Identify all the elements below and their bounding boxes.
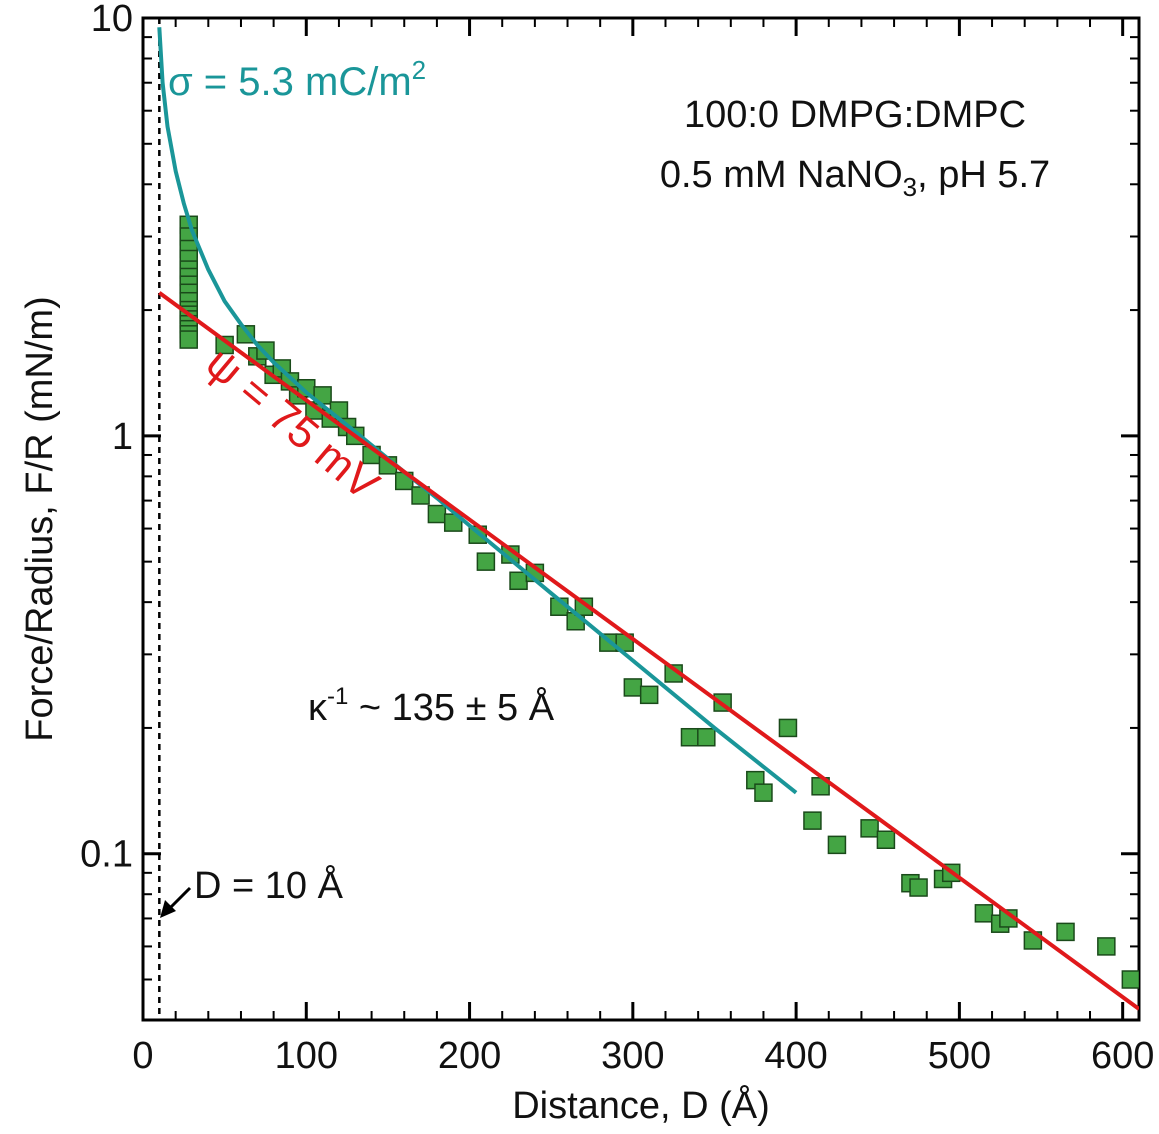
data-point bbox=[754, 783, 773, 802]
y-tick-label: 0.1 bbox=[80, 834, 133, 876]
data-point bbox=[860, 819, 879, 838]
data-point bbox=[623, 678, 643, 697]
y-axis-title: Force/Radius, F/R (mN/m) bbox=[19, 296, 61, 741]
y-tick-label: 10 bbox=[91, 0, 133, 40]
axis-tick-labels: 0 100 200 300 400 500 600 0.1 1 10 bbox=[80, 0, 1154, 1077]
data-point bbox=[680, 727, 700, 747]
data-point bbox=[697, 727, 716, 747]
data-point bbox=[427, 504, 447, 524]
x-axis-title: Distance, D (Å) bbox=[512, 1083, 770, 1127]
x-tick-label: 500 bbox=[928, 1035, 991, 1077]
data-point bbox=[476, 552, 496, 571]
data-point bbox=[1121, 970, 1139, 989]
data-point bbox=[1056, 922, 1075, 942]
data-point bbox=[509, 571, 528, 591]
sigma-fit-curve bbox=[157, 27, 798, 795]
data-point bbox=[909, 878, 928, 897]
psi-fit-line bbox=[158, 291, 1139, 1011]
y-tick-label: 1 bbox=[112, 416, 133, 458]
data-point bbox=[876, 830, 896, 850]
sigma-label: σ = 5.3 mC/m2 bbox=[168, 55, 426, 104]
kappa-label-rest: ~ 135 ± 5 Å bbox=[348, 685, 554, 729]
x-tick-label: 0 bbox=[132, 1035, 153, 1077]
psi-label: ψ = 75 mV bbox=[197, 338, 389, 510]
x-tick-label: 100 bbox=[275, 1035, 338, 1077]
plot-frame bbox=[141, 16, 1141, 1022]
data-point bbox=[639, 685, 659, 705]
x-tick-label: 200 bbox=[438, 1035, 501, 1077]
system-line-2: 0.5 mM NaNO3, pH 5.7 bbox=[660, 154, 1050, 202]
sigma-label-sup: 2 bbox=[412, 55, 426, 85]
kappa-label-symbol: κ bbox=[308, 687, 328, 729]
data-point bbox=[974, 904, 994, 923]
data-point bbox=[803, 811, 822, 830]
data-point bbox=[1097, 937, 1116, 956]
d10-label: D = 10 Å bbox=[194, 863, 344, 907]
system-line-2-sub: 3 bbox=[903, 172, 917, 202]
system-line-1: 100:0 DMPG:DMPC bbox=[684, 94, 1026, 136]
x-tick-label: 400 bbox=[764, 1035, 827, 1077]
data-point bbox=[827, 835, 847, 855]
x-tick-label: 300 bbox=[601, 1035, 664, 1077]
sigma-label-main: σ = 5.3 mC/m bbox=[168, 60, 412, 104]
system-line-2-b: , pH 5.7 bbox=[917, 154, 1050, 196]
data-point bbox=[778, 718, 798, 738]
d10-arrow bbox=[160, 886, 192, 918]
kappa-label-sup: -1 bbox=[327, 683, 348, 710]
data-point bbox=[179, 330, 198, 349]
kappa-label: κ-1 ~ 135 ± 5 Å bbox=[308, 683, 555, 729]
system-line-2-a: 0.5 mM NaNO bbox=[660, 154, 903, 196]
axis-ticks bbox=[141, 16, 1139, 1021]
x-tick-label: 600 bbox=[1091, 1035, 1154, 1077]
